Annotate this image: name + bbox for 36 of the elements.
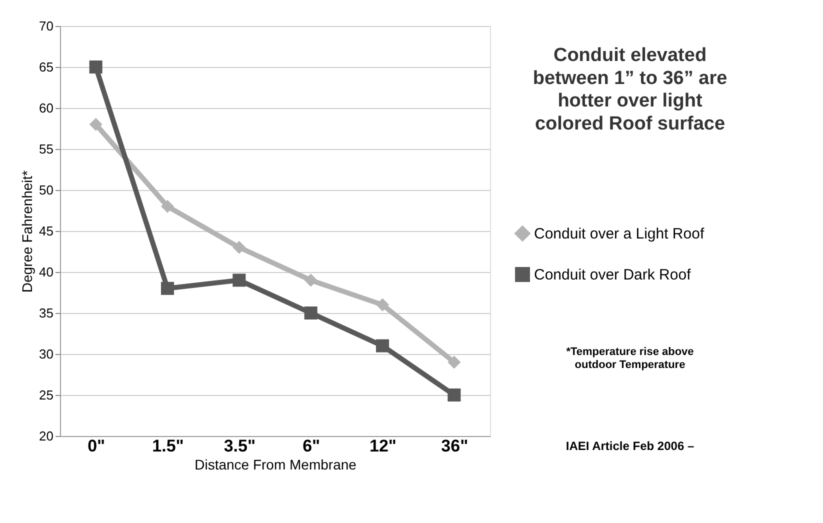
y-tick-label: 35 [39, 306, 54, 320]
y-tick-label: 40 [39, 264, 54, 280]
x-tick-label: 3.5" [224, 436, 256, 456]
point [232, 274, 246, 287]
point [89, 118, 102, 131]
point [304, 306, 318, 320]
legend-label: Conduit over Dark Roof [534, 266, 692, 284]
point [160, 200, 174, 213]
point [304, 274, 318, 287]
point [376, 298, 390, 312]
point [376, 339, 390, 352]
legend-label: Conduit over a Light Roof [534, 226, 705, 242]
y-tick-label: 60 [39, 100, 54, 116]
text: Conduit elevated between 1” to 36” are hotter over light colored Roof surface [532, 45, 728, 134]
y-tick-label: 30 [39, 346, 54, 362]
point [160, 282, 174, 295]
y-axis-title: Degree Fahrenheit* [19, 170, 36, 293]
y-tick-label: 65 [39, 60, 54, 74]
y-tick-label: 50 [39, 182, 54, 198]
y-tick-label: 70 [39, 18, 54, 34]
x-tick-label: 0" [88, 436, 106, 456]
text: *Temperature rise above outdoor Temperature [566, 346, 694, 372]
x-tick-label: 1.5" [152, 436, 184, 456]
point [89, 60, 102, 74]
x-tick-label: 6" [302, 436, 320, 456]
x-tick-label: 36" [441, 436, 468, 456]
point [232, 240, 246, 254]
y-tick-label: 20 [39, 428, 54, 444]
text: IAEI Article Feb 2006 – [566, 439, 694, 453]
point [448, 388, 461, 402]
y-tick-label: 55 [39, 142, 54, 156]
y-tick-label: 45 [39, 224, 54, 238]
point [448, 356, 461, 369]
x-axis-title: Distance From Membrane [194, 456, 357, 472]
x-tick-label: 12" [370, 436, 396, 456]
y-tick-label: 25 [39, 388, 54, 402]
